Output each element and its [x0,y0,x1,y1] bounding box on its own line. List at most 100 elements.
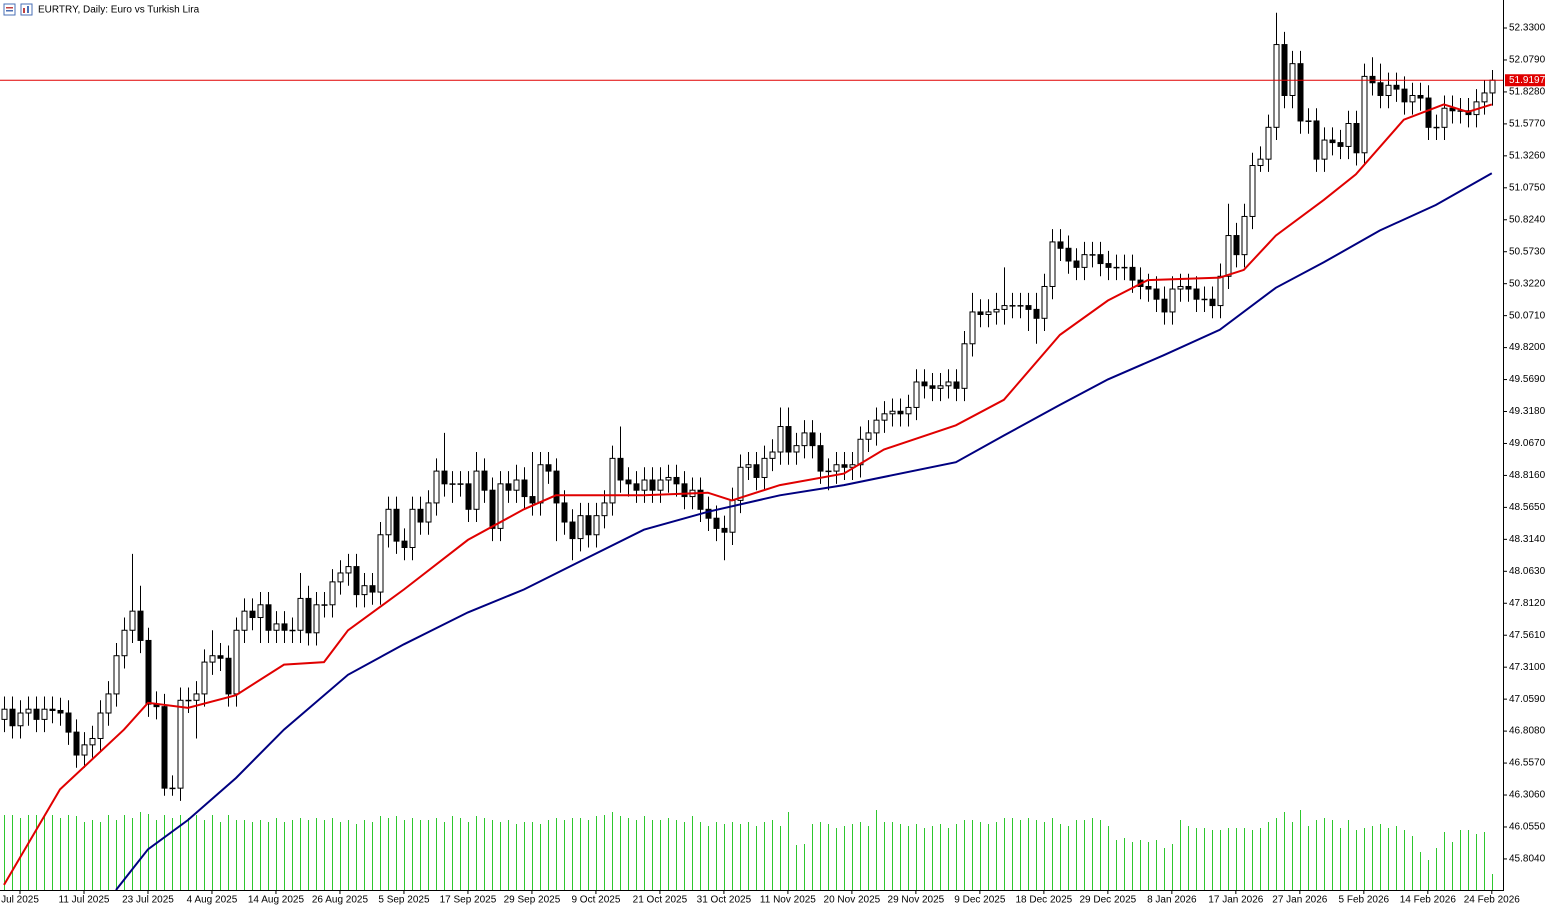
candle-body [241,610,248,631]
candle-body [329,581,336,606]
candle-body [1041,285,1048,319]
candle-body [801,432,808,447]
candle-body [25,708,32,714]
candle-body [553,470,560,504]
candle-body [921,381,928,387]
candle-body [289,629,296,632]
candle-body [1025,305,1032,310]
candle-body [833,464,840,472]
chart-icon-bar [23,8,25,13]
candle-body [1265,126,1272,160]
y-tick-label: 48.0630 [1509,566,1546,577]
x-tick-label: 9 Dec 2025 [954,895,1006,906]
candle-body [513,479,520,491]
y-tick-label: 47.3100 [1509,662,1546,673]
candle-body [633,483,640,491]
candle-body [585,515,592,536]
candle-body [969,311,976,345]
candle-body [1385,84,1392,96]
candle-body [489,489,496,529]
price-layer [1,12,1496,890]
x-tick-label: 29 Nov 2025 [888,895,945,906]
y-tick-label: 48.5650 [1509,502,1546,513]
candle-body [1129,266,1136,281]
candle-body [1073,260,1080,268]
candle-body [321,604,328,606]
candle-body [257,604,264,619]
x-tick-label: 5 Sep 2025 [378,895,430,906]
x-tick-label: 17 Jan 2026 [1208,895,1263,906]
candle-body [89,737,96,746]
candle-body [697,489,704,510]
candle-body [1257,158,1264,167]
y-tick-label: 47.5610 [1509,630,1546,641]
chart-icon[interactable] [20,3,33,16]
candle-body [1057,241,1064,249]
candle-body [1201,298,1208,301]
candle-body [1193,288,1200,300]
candle-body [1081,254,1088,268]
candle-body [177,699,184,789]
moving-average-line [115,172,1493,890]
candle-body [841,464,848,468]
candle-body [401,540,408,548]
candle-body [377,534,384,593]
candle-body [361,585,368,596]
candle-body [673,476,680,485]
x-tick-label: 14 Aug 2025 [248,895,305,906]
candle-body [1177,285,1184,290]
candle-body [481,470,488,491]
candle-body [385,508,392,536]
candle-body [641,479,648,491]
candle-body [233,629,240,695]
y-tick-label: 48.8160 [1509,470,1546,481]
candle-body [1113,266,1120,269]
candle-body [825,470,832,473]
candle-body [937,385,944,389]
candle-body [681,483,688,498]
candle-body [1289,63,1296,96]
candle-body [305,597,312,634]
x-tick-label: 29 Dec 2025 [1079,895,1136,906]
candle-body [625,479,632,485]
current-price-label: 51.9197 [1509,75,1546,86]
x-tick-label: 14 Feb 2026 [1400,895,1457,906]
candle-body [1089,254,1096,256]
y-tick-label: 51.5770 [1509,119,1546,130]
candle-body [1049,241,1056,287]
x-tick-label: Jul 2025 [1,895,39,906]
candle-body [1217,275,1224,307]
candle-body [1233,235,1240,256]
candle-body [897,410,904,415]
candle-body [41,708,48,720]
candle-body [81,744,88,756]
candle-body [521,479,528,498]
candle-body [1441,107,1448,128]
candle-body [65,712,72,733]
candle-body [745,464,752,468]
candle-body [121,629,128,657]
candle-body [1225,235,1232,277]
y-tick-label: 46.3060 [1509,790,1546,801]
candle-body [705,508,712,519]
y-tick-label: 48.3140 [1509,534,1546,545]
candle-body [1345,123,1352,147]
x-tick-label: 21 Oct 2025 [633,895,688,906]
candle-body [497,483,504,529]
candle-body [1249,165,1256,217]
x-tick-label: 11 Nov 2025 [760,895,816,906]
candle-body [137,610,144,641]
candle-body [441,470,448,485]
candle-body [785,426,792,453]
candle-body [1377,82,1384,96]
candle-body [1393,84,1400,90]
candle-body [281,623,288,631]
volume-layer [4,810,1493,890]
candle-body [225,657,232,695]
candle-body [649,479,656,491]
x-tick-label: 29 Sep 2025 [504,895,561,906]
menu-icon[interactable] [3,3,16,16]
candle-body [1145,285,1152,290]
candle-body [865,432,872,440]
x-tick-label: 11 Jul 2025 [59,895,110,906]
